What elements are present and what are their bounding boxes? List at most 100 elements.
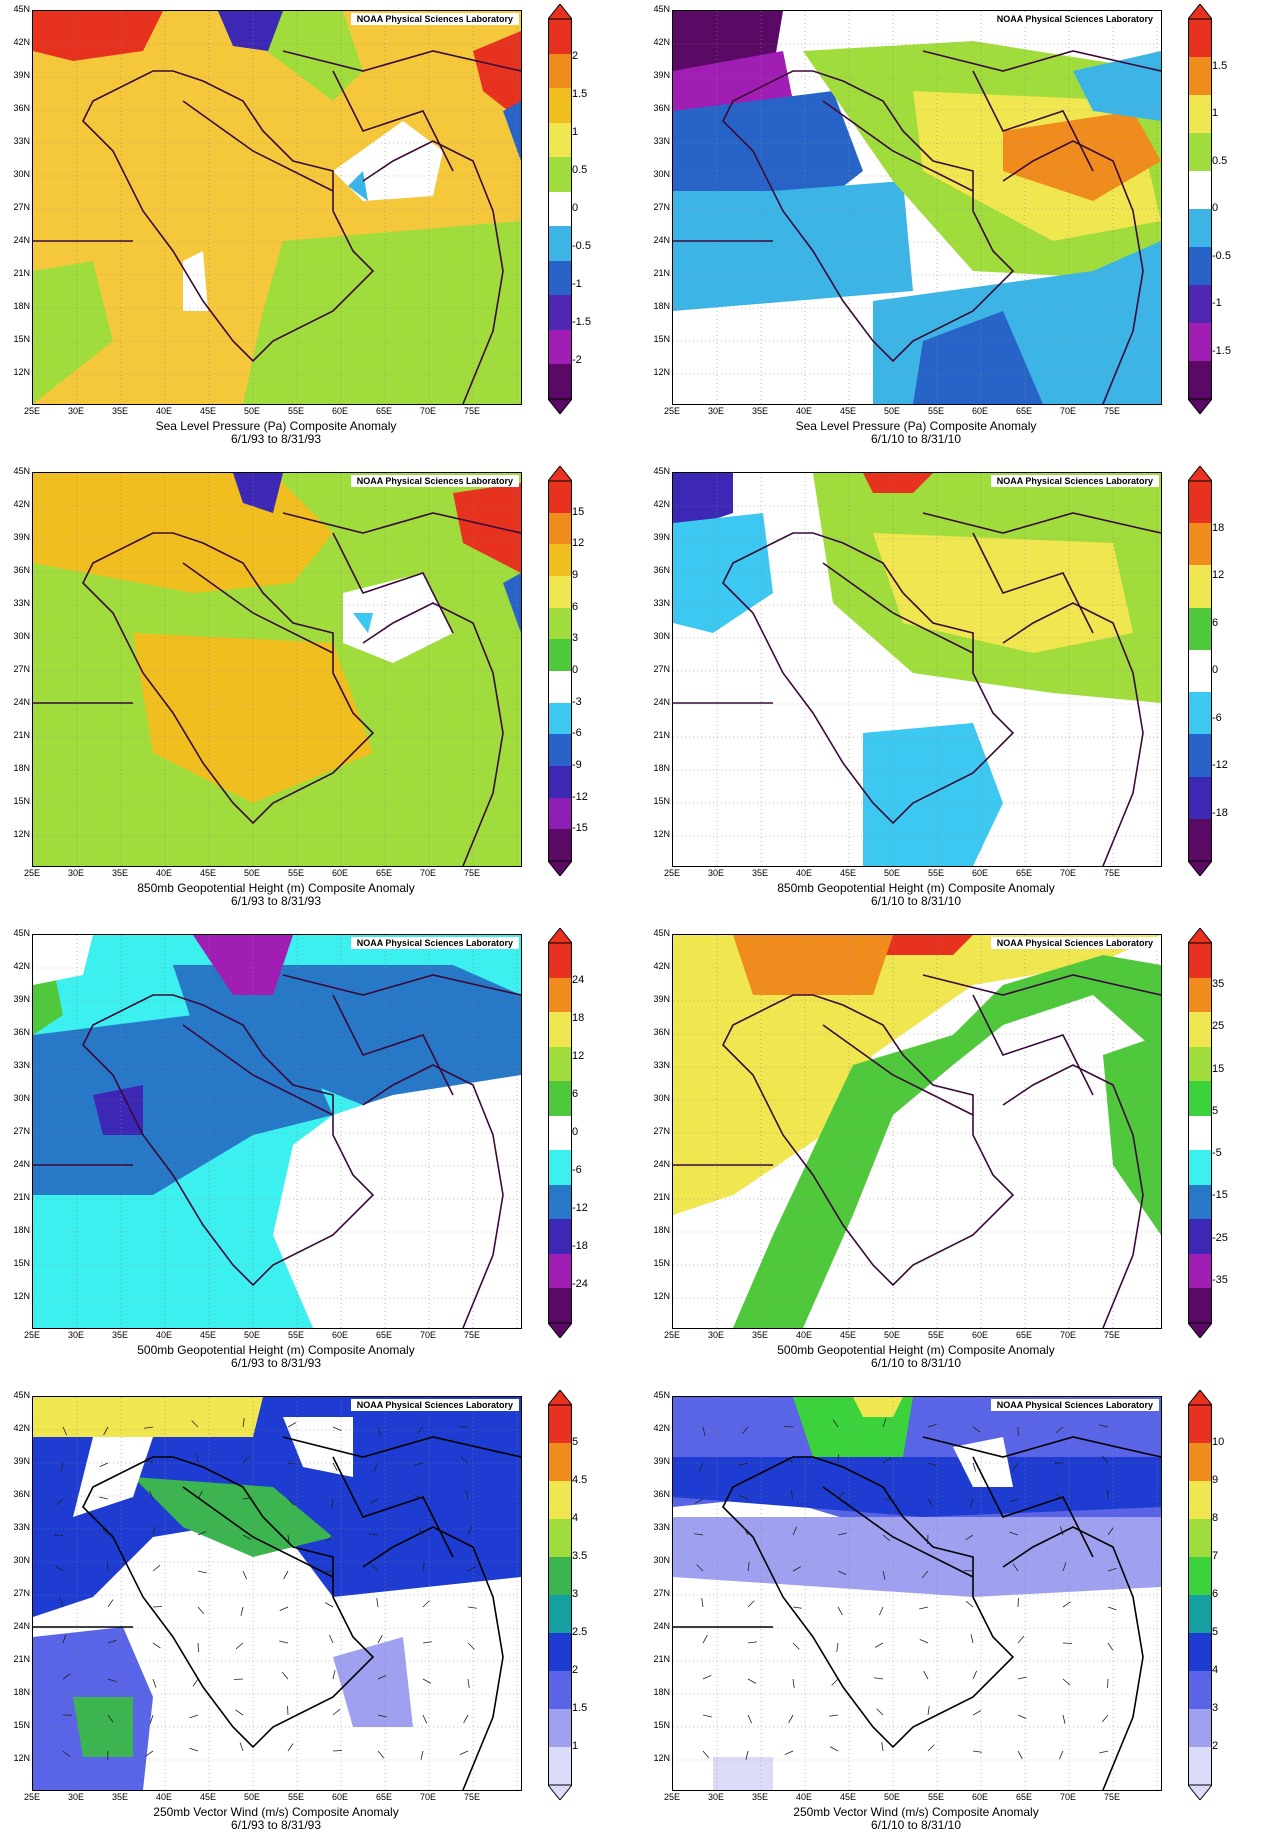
latitude-tick-label: 12N [640,1291,670,1301]
longitude-tick-label: 45E [200,868,216,878]
longitude-tick-label: 65E [376,1330,392,1340]
wind-vector [973,1751,982,1752]
anomaly-contour-map [33,1397,521,1790]
panel-dates: 6/1/10 to 8/31/10 [672,895,1160,908]
colorbar [548,928,572,1338]
colorbar-bottom-arrow [1188,1323,1212,1338]
colorbar-top-arrow [1188,4,1212,19]
anomaly-region [333,121,443,201]
wind-vector [423,1679,431,1683]
colorbar-tick-label: 10 [1212,1436,1224,1448]
longitude-tick-label: 70E [420,1792,436,1802]
wind-vector [288,1744,293,1751]
latitude-tick-label: 45N [0,466,30,476]
longitude-tick-label: 60E [332,1792,348,1802]
wind-vector [333,1670,335,1679]
longitude-tick-label: 50E [244,1330,260,1340]
colorbar [548,1390,572,1800]
colorbar-tick-label: 0 [572,202,578,214]
longitude-tick-label: 75E [1104,1330,1120,1340]
anomaly-region [673,1457,1161,1517]
wind-vector [748,1642,757,1643]
latitude-tick-label: 21N [0,730,30,740]
colorbar-tick-label: -35 [1212,1274,1228,1286]
wind-vector [1018,1751,1022,1759]
latitude-tick-label: 24N [0,697,30,707]
longitude-tick-label: 30E [708,868,724,878]
colorbar-tick-label: 18 [1212,522,1224,534]
wind-vector [793,1607,802,1608]
longitude-tick-label: 30E [68,406,84,416]
latitude-tick-label: 45N [0,928,30,938]
latitude-tick-label: 45N [640,928,670,938]
latitude-tick-label: 39N [0,532,30,542]
wind-vector [241,1607,243,1616]
wind-vector [153,1565,160,1571]
wind-vector [877,1709,883,1715]
longitude-tick-label: 70E [420,868,436,878]
latitude-tick-label: 24N [0,1159,30,1169]
latitude-tick-label: 39N [640,1456,670,1466]
latitude-tick-label: 33N [640,136,670,146]
longitude-tick-label: 25E [664,868,680,878]
longitude-tick-label: 60E [332,1330,348,1340]
longitude-tick-label: 70E [1060,1792,1076,1802]
longitude-tick-label: 50E [884,1792,900,1802]
latitude-tick-label: 39N [640,994,670,1004]
longitude-tick-label: 35E [112,868,128,878]
anomaly-region [673,513,773,633]
wind-vector [882,1742,883,1751]
panel-dates: 6/1/10 to 8/31/10 [672,1819,1160,1832]
wind-vector [378,1751,384,1758]
colorbar-tick-label: -1 [572,278,582,290]
longitude-tick-label: 70E [1060,1330,1076,1340]
latitude-tick-label: 21N [0,1192,30,1202]
wind-vector [240,1742,243,1751]
latitude-tick-label: 33N [0,598,30,608]
latitude-tick-label: 30N [640,1093,670,1103]
colorbar-tick-label: -0.5 [572,240,591,252]
latitude-tick-label: 30N [0,169,30,179]
colorbar-tick-label: 3 [572,1588,578,1600]
colorbar-tick-label: -15 [572,822,588,834]
longitude-tick-label: 55E [288,406,304,416]
latitude-tick-label: 21N [640,1192,670,1202]
latitude-tick-label: 39N [640,70,670,80]
wind-vector [377,1598,378,1607]
wind-vector [282,1672,288,1679]
wind-vector [1108,1607,1117,1610]
wind-vector [748,1679,756,1683]
anomaly-contour-map [33,473,521,866]
longitude-tick-label: 75E [1104,406,1120,416]
colorbar-tick-label: 5 [1212,1105,1218,1117]
colorbar-tick-label: 6 [1212,1588,1218,1600]
longitude-tick-label: 30E [68,868,84,878]
longitude-tick-label: 35E [752,868,768,878]
longitude-tick-label: 65E [1016,406,1032,416]
colorbar-tick-label: 35 [1212,978,1224,990]
panel-dates: 6/1/93 to 8/31/93 [32,895,520,908]
anomaly-region [673,181,913,311]
anomaly-region [453,483,521,573]
wind-vector [793,1679,794,1688]
latitude-tick-label: 21N [640,730,670,740]
latitude-tick-label: 12N [640,367,670,377]
latitude-tick-label: 33N [640,1522,670,1532]
latitude-tick-label: 30N [640,1555,670,1565]
latitude-tick-label: 45N [640,1390,670,1400]
credit-label: NOAA Physical Sciences Laboratory [351,937,519,949]
colorbar-tick-label: -18 [572,1240,588,1252]
longitude-tick-label: 30E [68,1330,84,1340]
colorbar-tick-label: -6 [572,1164,582,1176]
latitude-tick-label: 42N [0,37,30,47]
colorbar-top-arrow [1188,466,1212,481]
colorbar-bottom-arrow [548,1323,572,1338]
longitude-tick-label: 55E [928,406,944,416]
longitude-tick-label: 30E [68,1792,84,1802]
latitude-tick-label: 15N [640,1258,670,1268]
panel-dates: 6/1/10 to 8/31/10 [672,433,1160,446]
wind-vector [971,1634,973,1643]
longitude-tick-label: 25E [24,406,40,416]
longitude-tick-label: 30E [708,1330,724,1340]
